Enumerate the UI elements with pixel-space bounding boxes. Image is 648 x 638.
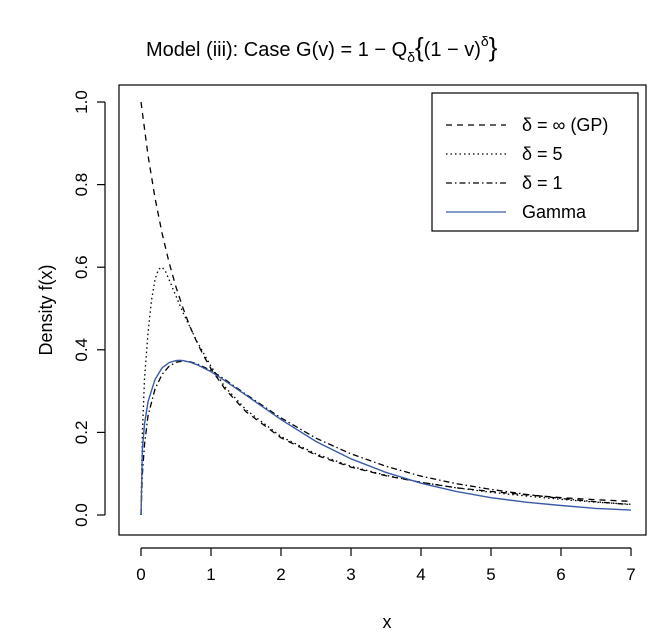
x-axis: 0 1 2 3 4 5 6 7 — [136, 547, 636, 584]
title-superscript: δ — [481, 33, 489, 49]
legend-label-0: δ = ∞ (GP) — [522, 115, 608, 135]
y-tick-label: 0.4 — [72, 338, 91, 362]
legend-label-3: Gamma — [522, 202, 587, 222]
series-line-1 — [140, 266, 632, 516]
title-paren-expr: (1 − v) — [424, 39, 481, 61]
x-tick-label: 3 — [346, 565, 355, 584]
x-axis-title: x — [383, 612, 392, 632]
y-tick-label: 0.2 — [72, 421, 91, 445]
title-main: Model (iii): Case G(v) = 1 − Q — [146, 39, 407, 61]
x-tick-label: 7 — [626, 565, 635, 584]
series-layer — [140, 101, 632, 516]
title-brace-open: { — [415, 32, 424, 62]
y-axis-title: Density f(x) — [36, 264, 56, 355]
title-subscript: δ — [407, 49, 415, 65]
x-tick-label: 4 — [416, 565, 425, 584]
y-tick-label: 0.6 — [72, 255, 91, 279]
legend-label-2: δ = 1 — [522, 173, 563, 193]
y-tick-label: 0.8 — [72, 173, 91, 197]
x-tick-label: 1 — [206, 565, 215, 584]
legend: δ = ∞ (GP) δ = 5 δ = 1 Gamma — [431, 92, 639, 232]
legend-label-1: δ = 5 — [522, 144, 563, 164]
title-brace-close: } — [489, 32, 498, 62]
legend-box — [431, 92, 639, 232]
x-tick-label: 2 — [276, 565, 285, 584]
chart-title: Model (iii): Case G(v) = 1 − Qδ{(1 − v)δ… — [146, 32, 498, 65]
x-tick-label: 0 — [136, 565, 145, 584]
series-line-0 — [140, 101, 632, 503]
y-tick-label: 1.0 — [72, 90, 91, 114]
series-line-3 — [140, 359, 632, 516]
x-tick-label: 6 — [556, 565, 565, 584]
y-axis: 0.0 0.2 0.4 0.6 0.8 1.0 — [72, 90, 106, 527]
x-tick-label: 5 — [486, 565, 495, 584]
y-tick-label: 0.0 — [72, 503, 91, 527]
plot-frame — [118, 84, 647, 536]
series-line-2 — [140, 360, 632, 516]
